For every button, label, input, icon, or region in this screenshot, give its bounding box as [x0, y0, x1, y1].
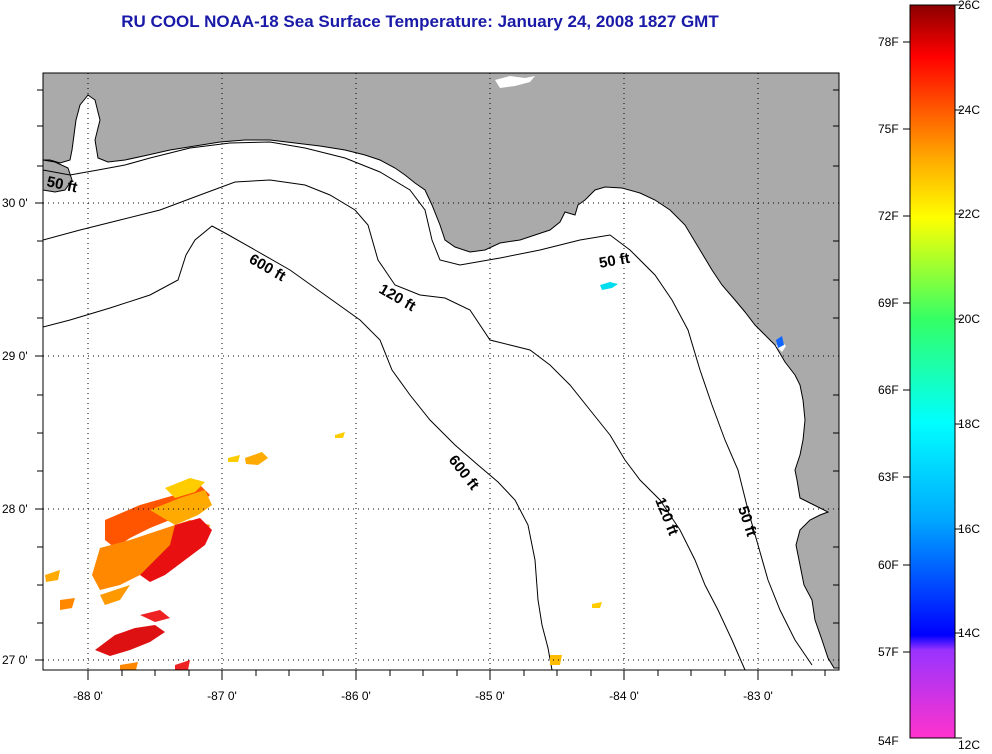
lat-label: 29 0' [2, 349, 28, 363]
map-title: RU COOL NOAA-18 Sea Surface Temperature:… [121, 12, 719, 31]
contour-50ft [43, 141, 813, 666]
colorbar-c-label: 26C [958, 0, 980, 12]
colorbar-c-label: 14C [958, 626, 980, 640]
sst-patches [45, 282, 784, 670]
contour-label-50ft: 50 ft [45, 173, 79, 196]
colorbar-c-label: 18C [958, 417, 980, 431]
lon-label: -83 0' [743, 689, 773, 703]
colorbar-f-label: 69F [878, 296, 899, 310]
lat-label: 28 0' [2, 502, 28, 516]
colorbar-f-label: 72F [878, 209, 899, 223]
lon-label: -86 0' [341, 689, 371, 703]
map-frame [42, 72, 840, 671]
lat-label: 27 0' [2, 653, 28, 667]
colorbar-f-label: 60F [878, 558, 899, 572]
contour-600ft [43, 225, 553, 670]
colorbar-f-label: 57F [878, 645, 899, 659]
land-mass [43, 73, 839, 669]
lon-label: -85 0' [475, 689, 505, 703]
colorbar-f-label: 75F [878, 122, 899, 136]
colorbar-f-label: 66F [878, 383, 899, 397]
lake [495, 76, 535, 88]
colorbar-f-label: 54F [878, 734, 899, 748]
colorbar-c-label: 24C [958, 103, 980, 117]
lon-label: -87 0' [207, 689, 237, 703]
colorbar-c-label: 20C [958, 312, 980, 326]
contour-120ft [43, 179, 746, 670]
colorbar-f-label: 63F [878, 470, 899, 484]
lat-label: 30 0' [2, 196, 28, 210]
colorbar-c-label: 16C [958, 522, 980, 536]
contour-label-50ft: 50 ft [598, 250, 631, 272]
colorbar-gradient [909, 4, 956, 739]
lon-label: -88 0' [73, 689, 103, 703]
colorbar: 78F 75F 72F 69F 66F 63F 60F 57F 54F 26C … [878, 0, 980, 752]
colorbar-f-label: 78F [878, 35, 899, 49]
axis-ticks [35, 89, 839, 680]
lon-label: -84 0' [609, 689, 639, 703]
colorbar-c-label: 22C [958, 207, 980, 221]
land-coast-west [43, 159, 73, 193]
colorbar-c-label: 12C [958, 738, 980, 752]
